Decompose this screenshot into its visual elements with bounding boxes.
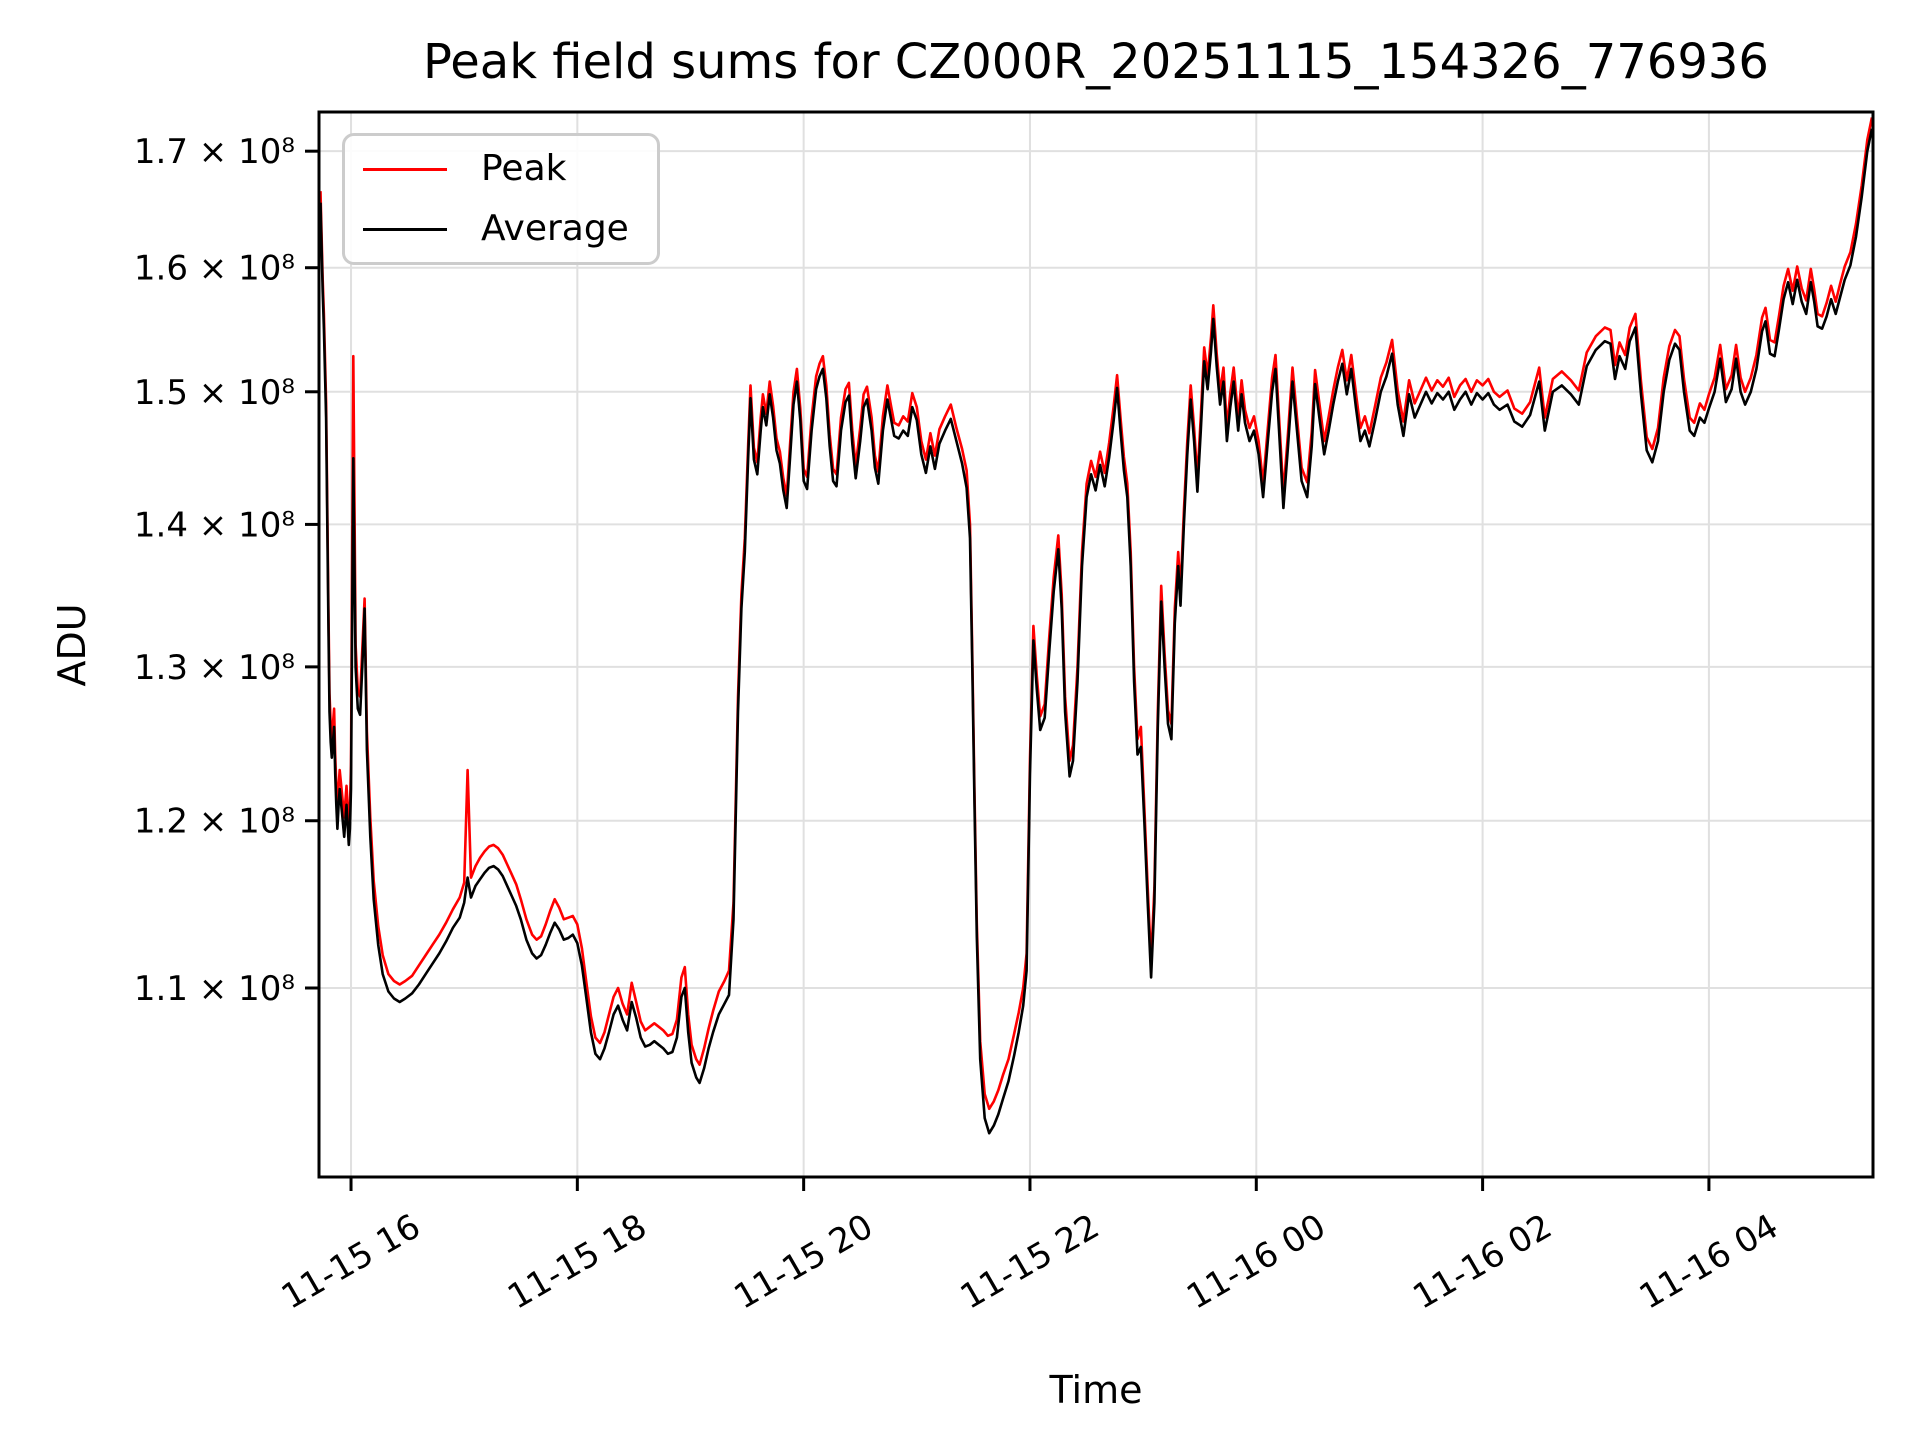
peak-line [319,117,1873,1111]
y-tick-label: 1.1 × 10⁸ [134,969,295,1009]
plot-area-border [317,110,1875,1179]
x-tick-label: 11-15 16 [275,1206,427,1317]
legend-label-peak: Peak [481,148,567,189]
x-tick-label: 11-16 00 [1180,1206,1332,1317]
y-tick-label: 1.5 × 10⁸ [134,373,295,413]
y-tick-label: 1.2 × 10⁸ [134,802,295,842]
average-line [319,128,1873,1135]
y-tick-label: 1.3 × 10⁸ [134,648,295,688]
x-tick-label: 11-15 18 [501,1206,653,1317]
x-tick-label: 11-15 22 [954,1206,1106,1317]
legend-label-average: Average [481,208,629,249]
y-axis-label: ADU [50,603,94,687]
average-line-sample [363,227,447,231]
y-tick-label: 1.7 × 10⁸ [134,132,295,172]
legend-box: Peak Average [342,133,660,265]
peak-line-sample [363,167,447,171]
x-tick-label: 11-16 04 [1633,1206,1785,1317]
y-tick-label: 1.4 × 10⁸ [134,505,295,545]
legend-entry-peak: Peak [363,151,639,187]
chart-title: Peak field sums for CZ000R_20251115_1543… [423,34,1769,90]
x-tick-label: 11-15 20 [727,1206,879,1317]
x-axis-label: Time [1049,1368,1143,1412]
y-tick-label: 1.6 × 10⁸ [134,249,295,289]
x-tick-label: 11-16 02 [1406,1206,1558,1317]
legend-entry-average: Average [363,211,639,247]
